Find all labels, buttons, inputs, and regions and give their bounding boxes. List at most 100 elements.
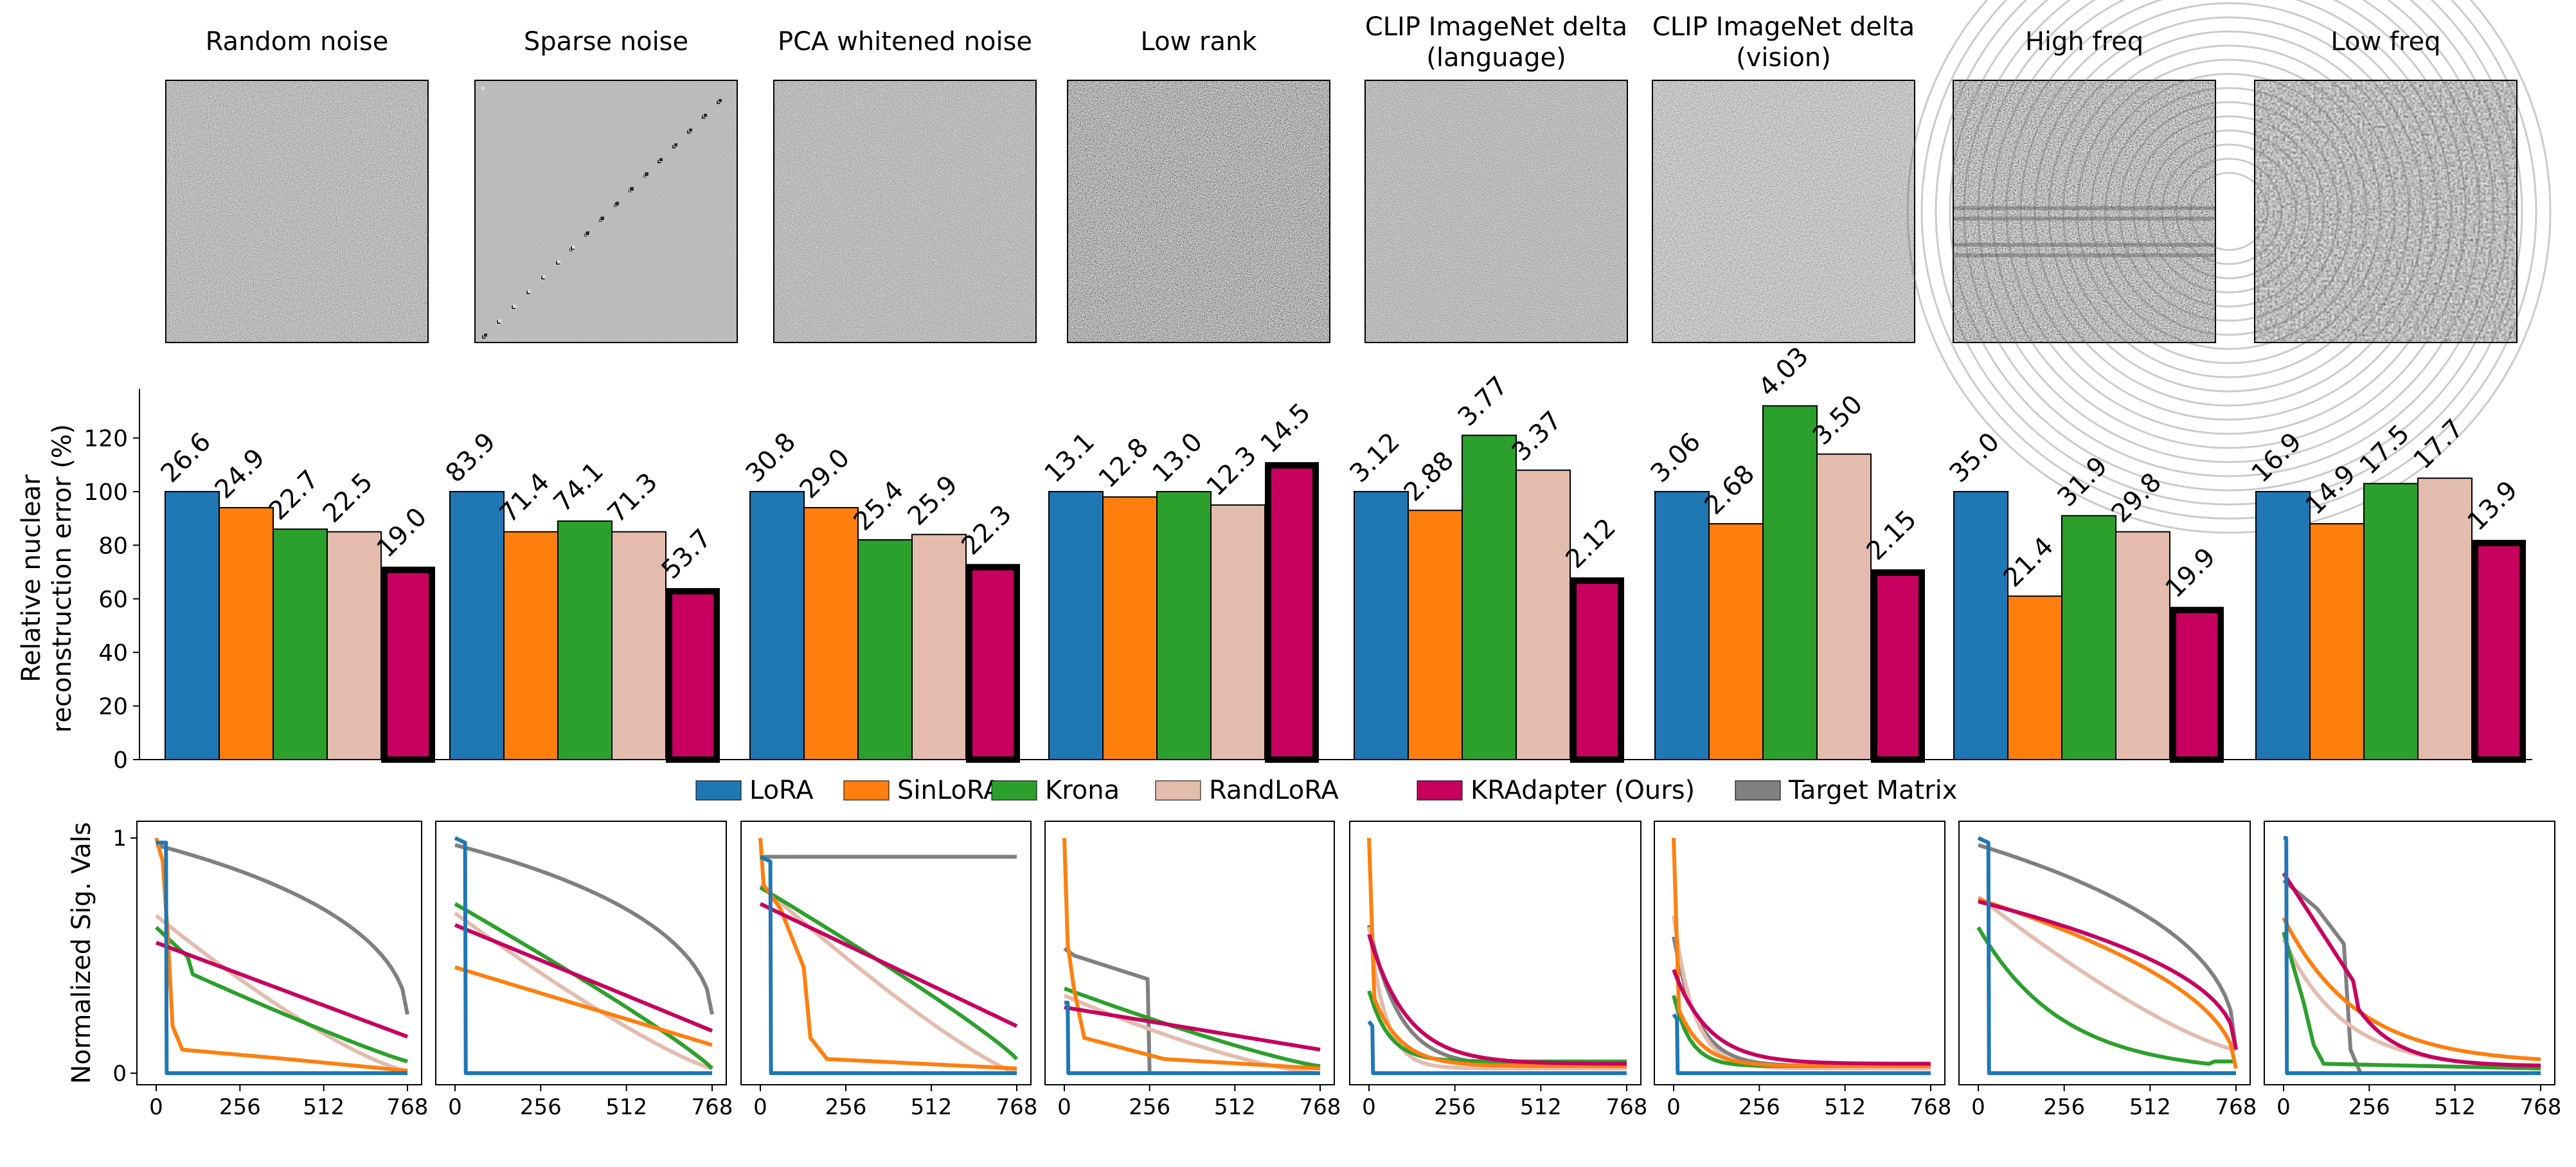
sv-curve-target — [156, 843, 409, 1015]
bar-randlora — [1816, 453, 1872, 760]
frequency-ring — [1991, 0, 2467, 449]
x-tick-label: 512 — [1520, 1094, 1562, 1120]
bar-chart: 0 20 40 60 80 100 120 Relative nuclearreconstru… — [17, 341, 2532, 774]
sv-curve-lora — [156, 841, 407, 1075]
sv-curve-lora — [2284, 836, 2541, 1075]
sparse-dot — [645, 172, 648, 175]
x-tick-label: 512 — [1824, 1094, 1866, 1120]
frequency-band — [1953, 217, 2215, 221]
legend-label: SinLoRA — [897, 776, 1001, 805]
sparse-dot — [616, 202, 619, 205]
x-tick-label: 768 — [387, 1094, 429, 1120]
sparse-dot — [542, 275, 546, 278]
frequency-ring — [2118, 101, 2339, 322]
line-panel-frame — [2264, 821, 2555, 1085]
sv-curve-randlora — [155, 914, 408, 1073]
bar-value-label: 12.8 — [1093, 432, 1155, 494]
bar-value-label: 3.77 — [1453, 371, 1514, 432]
noise-image — [774, 80, 1036, 343]
image-frame — [1652, 80, 1915, 343]
x-tick-label: 768 — [2520, 1094, 2562, 1120]
x-tick-label: 0 — [753, 1094, 767, 1120]
bar-value-label: 25.9 — [902, 470, 964, 531]
sparse-dot — [572, 245, 575, 249]
frequency-ring — [2019, 2, 2438, 421]
y-tick-label: 0 — [113, 747, 128, 774]
bar-value-label: 4.03 — [1753, 341, 1815, 403]
bar-kradapter-ours- — [1265, 462, 1319, 763]
legend-swatch — [695, 780, 742, 801]
x-tick-label: 512 — [911, 1094, 953, 1120]
sv-curve-kradapter — [1064, 1005, 1321, 1052]
x-tick-label: 512 — [303, 1094, 344, 1120]
frequency-band — [1953, 242, 2215, 247]
sparse-dot — [528, 290, 531, 293]
bar-lora — [449, 491, 505, 760]
panel-title: Low freq — [2330, 27, 2440, 57]
y-tick-label: 1 — [112, 826, 127, 851]
singular-value-plots: 0 256 512 768 0 1 0 256 512 768 0 256 512 768 0 256 512 7… — [67, 821, 2561, 1120]
sv-curve-krona — [154, 925, 408, 1064]
frequency-ring — [2189, 172, 2269, 251]
noise-image — [1365, 80, 1627, 343]
bar-value-label: 83.9 — [440, 427, 502, 489]
x-tick-label: 512 — [605, 1094, 647, 1120]
frequency-ring — [1920, 0, 2537, 520]
bar-value-label: 30.8 — [740, 427, 802, 489]
bar-value-label: 3.12 — [1345, 427, 1406, 489]
x-tick-label: 256 — [1129, 1094, 1170, 1120]
y-tick-label: 60 — [98, 587, 128, 613]
sv-curve-sinlora — [1367, 837, 1627, 1068]
sv-curve-lora — [454, 836, 712, 1075]
frequency-ring — [1935, 0, 2523, 506]
y-tick-label: 120 — [84, 426, 128, 452]
noise-image — [1652, 80, 1915, 343]
panel-title: CLIP ImageNet delta (language) — [1365, 12, 1627, 73]
sv-curve-kradapter — [155, 941, 409, 1039]
sv-curve-sinlora — [154, 837, 408, 1073]
sparse-dot — [481, 87, 485, 90]
legend-swatch — [1735, 780, 1781, 801]
sv-curve-lora — [759, 855, 1017, 1075]
bar-krona — [1762, 405, 1818, 760]
bar-krona — [2061, 515, 2116, 761]
legend-label: LoRA — [749, 776, 814, 805]
bar-krona — [273, 528, 328, 760]
frequency-ring — [1977, 0, 2481, 463]
sv-curve-sinlora — [1672, 837, 1931, 1068]
bar-value-label: 74.1 — [548, 456, 610, 518]
bar-sinlora — [503, 531, 559, 760]
noise-images — [165, 0, 2552, 534]
x-tick-label: 768 — [2215, 1094, 2257, 1120]
x-tick-label: 768 — [1300, 1094, 1341, 1120]
x-tick-label: 0 — [1971, 1094, 1985, 1120]
panel-title: CLIP ImageNet delta (vision) — [1652, 12, 1915, 73]
bar-sinlora — [1102, 496, 1158, 761]
bar-value-label: 14.5 — [1255, 398, 1317, 459]
x-tick-label: 0 — [448, 1094, 462, 1120]
bar-lora — [165, 491, 220, 760]
bar-kradapter-ours- — [666, 588, 720, 763]
image-frame — [773, 80, 1037, 343]
bar-lora — [1354, 491, 1409, 760]
line-panel-frame — [740, 821, 1032, 1085]
frequency-ring — [1906, 0, 2552, 534]
bar-value-label: 17.7 — [2408, 414, 2470, 476]
x-tick-label: 0 — [2276, 1094, 2291, 1120]
bar-randlora — [326, 531, 382, 760]
legend-swatch — [843, 780, 890, 801]
bar-krona — [857, 539, 913, 760]
noise-image — [1068, 80, 1330, 343]
frequency-ring — [2048, 30, 2410, 393]
bar-sinlora — [2309, 523, 2365, 760]
frequency-ring — [1963, 0, 2495, 477]
bar-randlora — [2115, 531, 2170, 760]
bar-kradapter-ours- — [1570, 577, 1624, 763]
sv-curve-krona — [454, 902, 714, 1070]
bar-randlora — [1210, 504, 1266, 760]
sv-curve-sinlora — [2282, 917, 2541, 1062]
bar-lora — [1654, 491, 1710, 760]
bar-value-label: 22.5 — [318, 467, 379, 529]
bar-sinlora — [2007, 595, 2062, 760]
